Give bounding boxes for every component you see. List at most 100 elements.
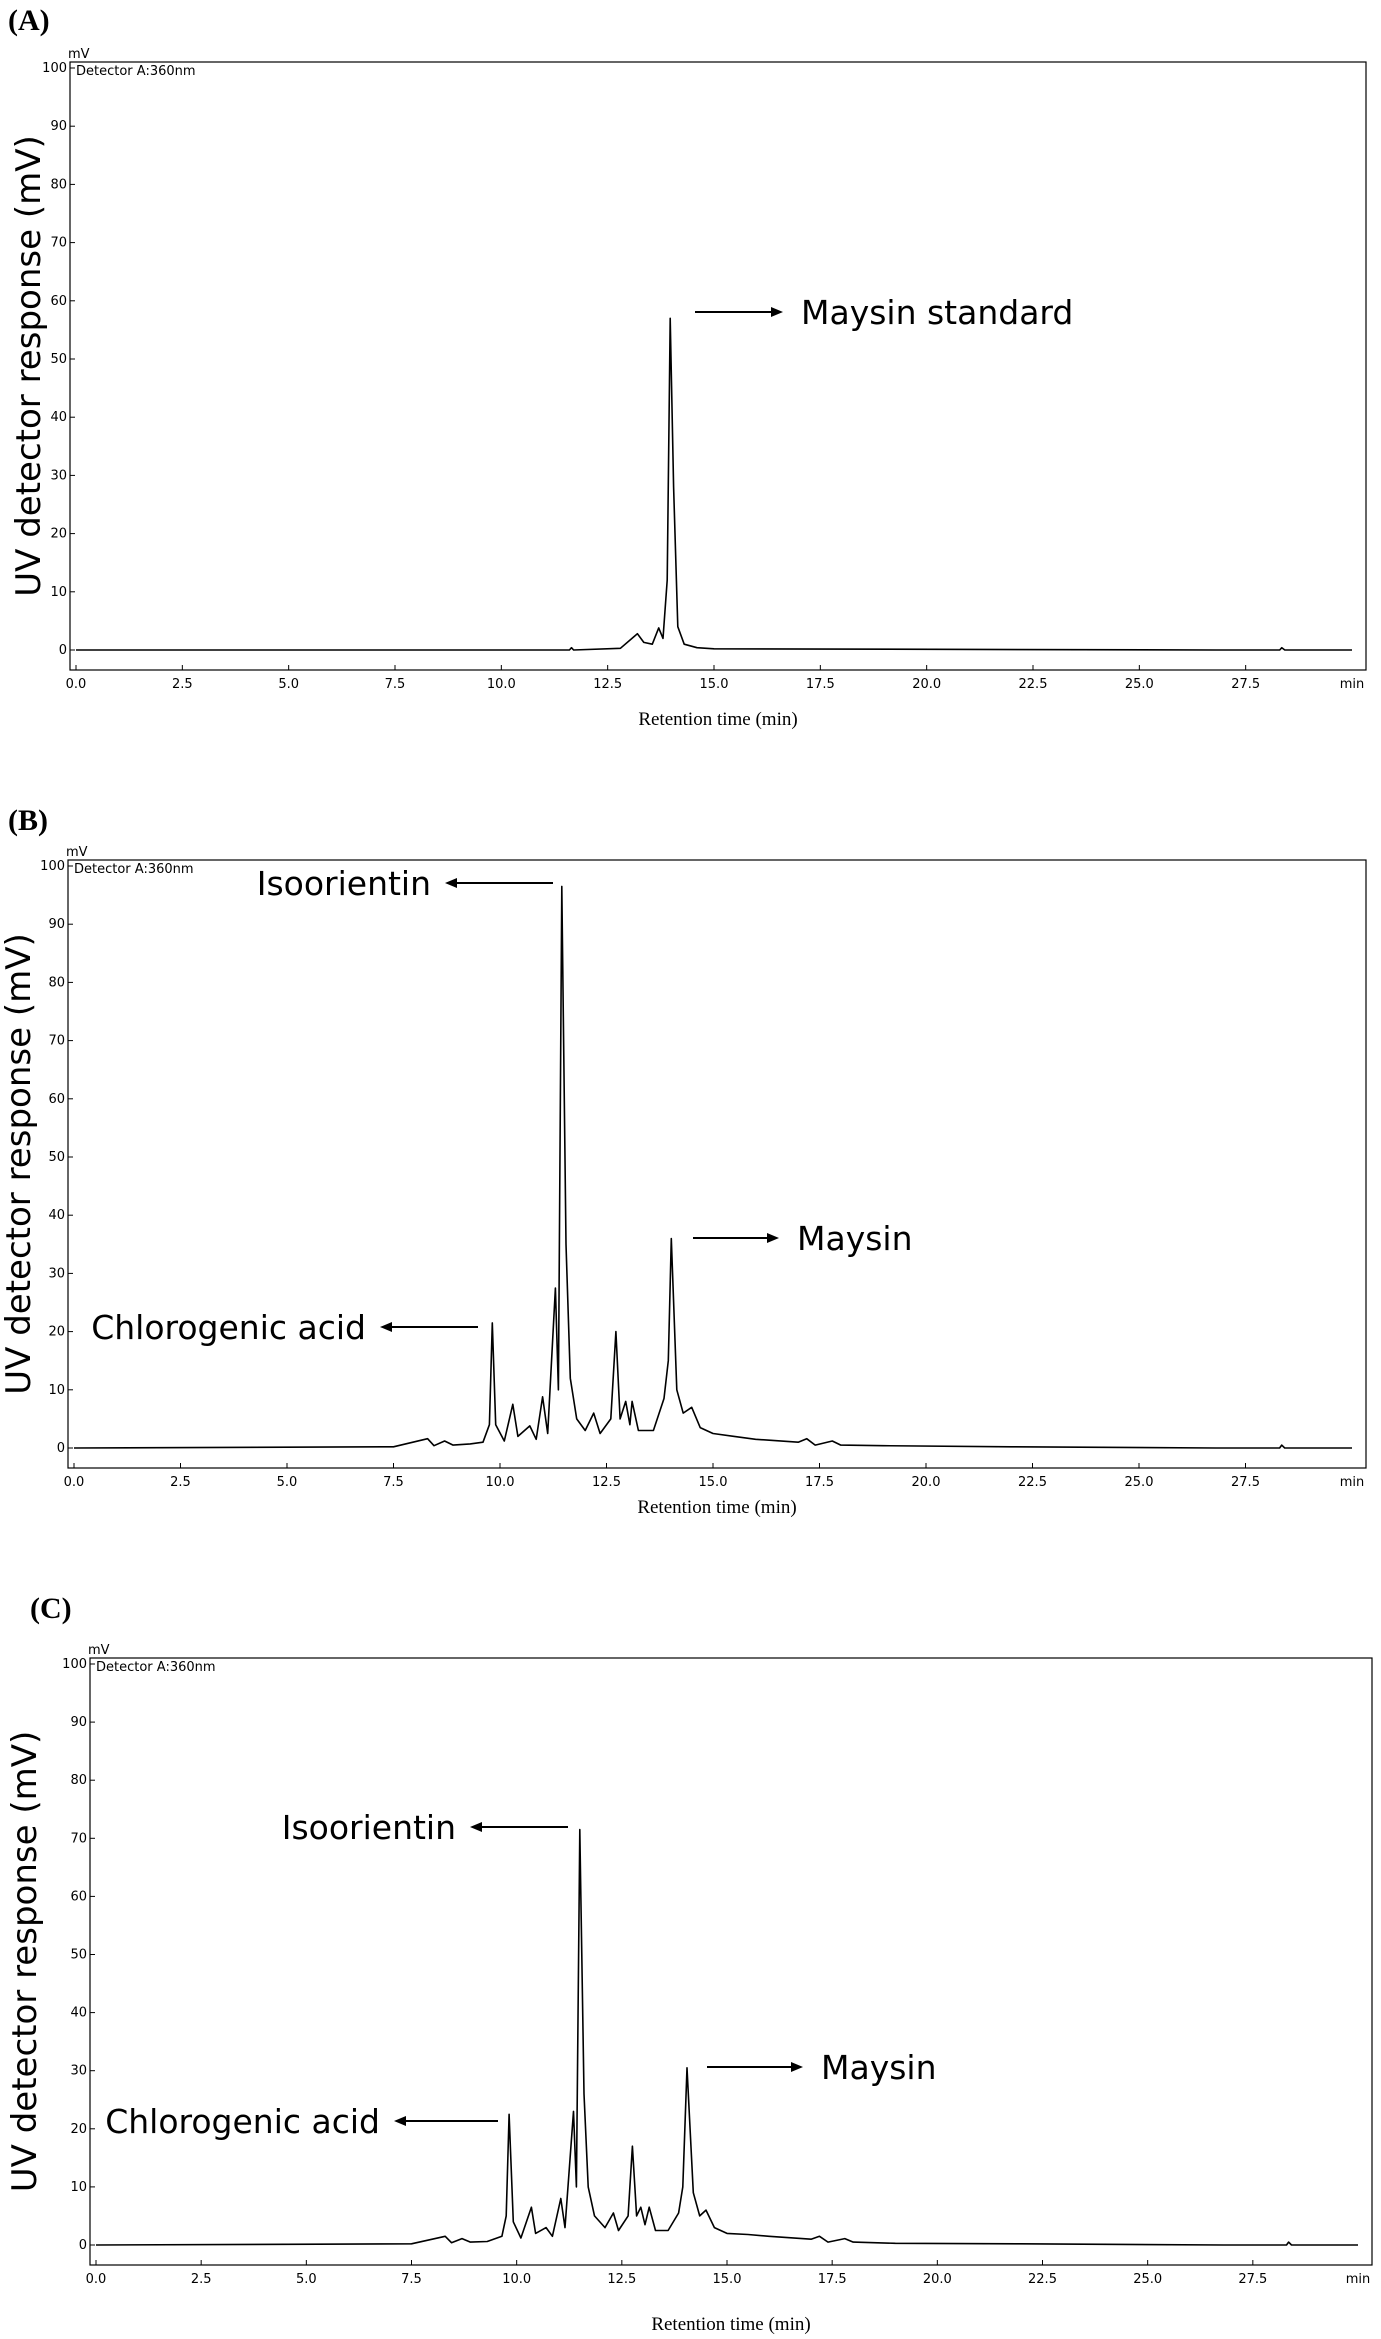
x-axis-title: Retention time (min) xyxy=(637,1497,796,1518)
annotation-label: Maysin standard xyxy=(801,293,1073,332)
chromatogram-trace xyxy=(95,1828,1358,2246)
detector-label: Detector A:360nm xyxy=(74,862,194,877)
x-tick-label: 10.0 xyxy=(502,2272,531,2287)
peak-annotation: Chlorogenic acid xyxy=(91,1308,478,1347)
chromatogram-trace xyxy=(73,885,1352,1449)
plot-frame xyxy=(67,859,1367,1469)
y-tick-label: 40 xyxy=(70,2006,87,2021)
x-unit: min xyxy=(1346,2272,1371,2287)
y-tick-label: 40 xyxy=(48,1208,65,1223)
x-tick-label: 27.5 xyxy=(1231,677,1260,692)
x-tick-label: 20.0 xyxy=(912,677,941,692)
y-tick-label: 70 xyxy=(70,1831,87,1846)
arrow-head xyxy=(445,878,457,888)
y-tick-label: 50 xyxy=(70,1948,87,1963)
panel-label: (B) xyxy=(8,804,48,837)
panel-label: (C) xyxy=(30,1592,72,1625)
annotation-label: Maysin xyxy=(821,2048,937,2087)
annotation-label: Isoorientin xyxy=(282,1808,456,1847)
peak-annotation: Maysin xyxy=(707,2048,937,2087)
arrow-head xyxy=(771,307,783,317)
peak-annotation: Chlorogenic acid xyxy=(105,2102,498,2141)
arrow-head xyxy=(394,2116,406,2126)
x-tick-label: 10.0 xyxy=(486,1475,515,1490)
x-axis-title: Retention time (min) xyxy=(638,709,797,730)
chromatogram-trace xyxy=(76,317,1352,651)
plot-frame xyxy=(69,61,1367,671)
y-tick-label: 80 xyxy=(48,975,65,990)
annotation-label: Chlorogenic acid xyxy=(91,1308,366,1347)
x-tick-label: 27.5 xyxy=(1231,1475,1260,1490)
y-tick-label: 70 xyxy=(50,236,67,251)
y-tick-label: 0 xyxy=(59,643,67,658)
x-tick-label: 17.5 xyxy=(805,1475,834,1490)
x-tick-label: 17.5 xyxy=(806,677,835,692)
x-tick-label: 12.5 xyxy=(593,677,622,692)
y-tick-label: 0 xyxy=(57,1441,65,1456)
x-tick-label: 5.0 xyxy=(277,1475,298,1490)
detector-label: Detector A:360nm xyxy=(96,1660,216,1675)
y-tick-label: 20 xyxy=(70,2122,87,2137)
x-tick-label: 0.0 xyxy=(66,677,87,692)
x-tick-label: 0.0 xyxy=(64,1475,85,1490)
x-tick-label: 22.5 xyxy=(1018,1475,1047,1490)
detector-label: Detector A:360nm xyxy=(76,64,196,79)
y-unit: mV xyxy=(66,845,88,860)
arrow-head xyxy=(470,1822,482,1832)
x-tick-label: 5.0 xyxy=(296,2272,317,2287)
y-tick-label: 70 xyxy=(48,1034,65,1049)
y-tick-label: 90 xyxy=(48,917,65,932)
x-tick-label: 2.5 xyxy=(191,2272,212,2287)
y-tick-label: 30 xyxy=(70,2064,87,2079)
y-tick-label: 30 xyxy=(50,468,67,483)
y-tick-label: 20 xyxy=(48,1325,65,1340)
x-tick-label: 15.0 xyxy=(700,677,729,692)
y-tick-label: 100 xyxy=(62,1657,87,1672)
y-tick-label: 80 xyxy=(70,1773,87,1788)
peak-annotation: Isoorientin xyxy=(282,1808,568,1847)
x-tick-label: 25.0 xyxy=(1133,2272,1162,2287)
y-tick-label: 50 xyxy=(50,352,67,367)
y-unit: mV xyxy=(68,47,90,62)
x-tick-label: 20.0 xyxy=(912,1475,941,1490)
x-tick-label: 12.5 xyxy=(592,1475,621,1490)
panel-a: (A) mV Detector A:360nm 0 10 20 30 40 50 60 70 80 90… xyxy=(8,4,1367,730)
x-tick-label: 22.5 xyxy=(1019,677,1048,692)
y-tick-label: 40 xyxy=(50,410,67,425)
y-axis-title: UV detector response (mV) xyxy=(5,1731,45,2192)
x-tick-label: 15.0 xyxy=(699,1475,728,1490)
y-tick-label: 80 xyxy=(50,177,67,192)
y-tick-label: 90 xyxy=(50,119,67,134)
y-tick-label: 60 xyxy=(50,294,67,309)
x-unit: min xyxy=(1340,1475,1365,1490)
y-tick-label: 100 xyxy=(40,859,65,874)
y-tick-label: 10 xyxy=(70,2180,87,2195)
peak-annotation: Maysin standard xyxy=(695,293,1073,332)
x-tick-label: 7.5 xyxy=(401,2272,422,2287)
y-axis-title: UV detector response (mV) xyxy=(9,135,49,596)
annotation-label: Isoorientin xyxy=(257,864,431,903)
x-tick-label: 2.5 xyxy=(170,1475,191,1490)
y-unit: mV xyxy=(88,1643,110,1658)
x-tick-label: 17.5 xyxy=(818,2272,847,2287)
y-tick-label: 60 xyxy=(48,1092,65,1107)
peak-annotation: Isoorientin xyxy=(257,864,553,903)
x-tick-label: 15.0 xyxy=(713,2272,742,2287)
annotation-label: Chlorogenic acid xyxy=(105,2102,380,2141)
x-tick-label: 25.0 xyxy=(1125,677,1154,692)
annotation-label: Maysin xyxy=(797,1219,913,1258)
arrow-head xyxy=(791,2062,803,2072)
y-tick-label: 10 xyxy=(50,585,67,600)
y-tick-label: 20 xyxy=(50,527,67,542)
arrow-head xyxy=(767,1233,779,1243)
x-axis-title: Retention time (min) xyxy=(651,2314,810,2335)
x-tick-label: 0.0 xyxy=(86,2272,107,2287)
x-tick-label: 2.5 xyxy=(172,677,193,692)
panel-b: (B) mV Detector A:360nm 0 10 20 30 40 50 60 70 80 90… xyxy=(0,804,1367,1518)
y-tick-label: 0 xyxy=(79,2238,87,2253)
y-tick-label: 90 xyxy=(70,1715,87,1730)
x-tick-label: 7.5 xyxy=(383,1475,404,1490)
plot-frame xyxy=(89,1657,1373,2266)
x-unit: min xyxy=(1340,677,1365,692)
peak-annotation: Maysin xyxy=(693,1219,913,1258)
